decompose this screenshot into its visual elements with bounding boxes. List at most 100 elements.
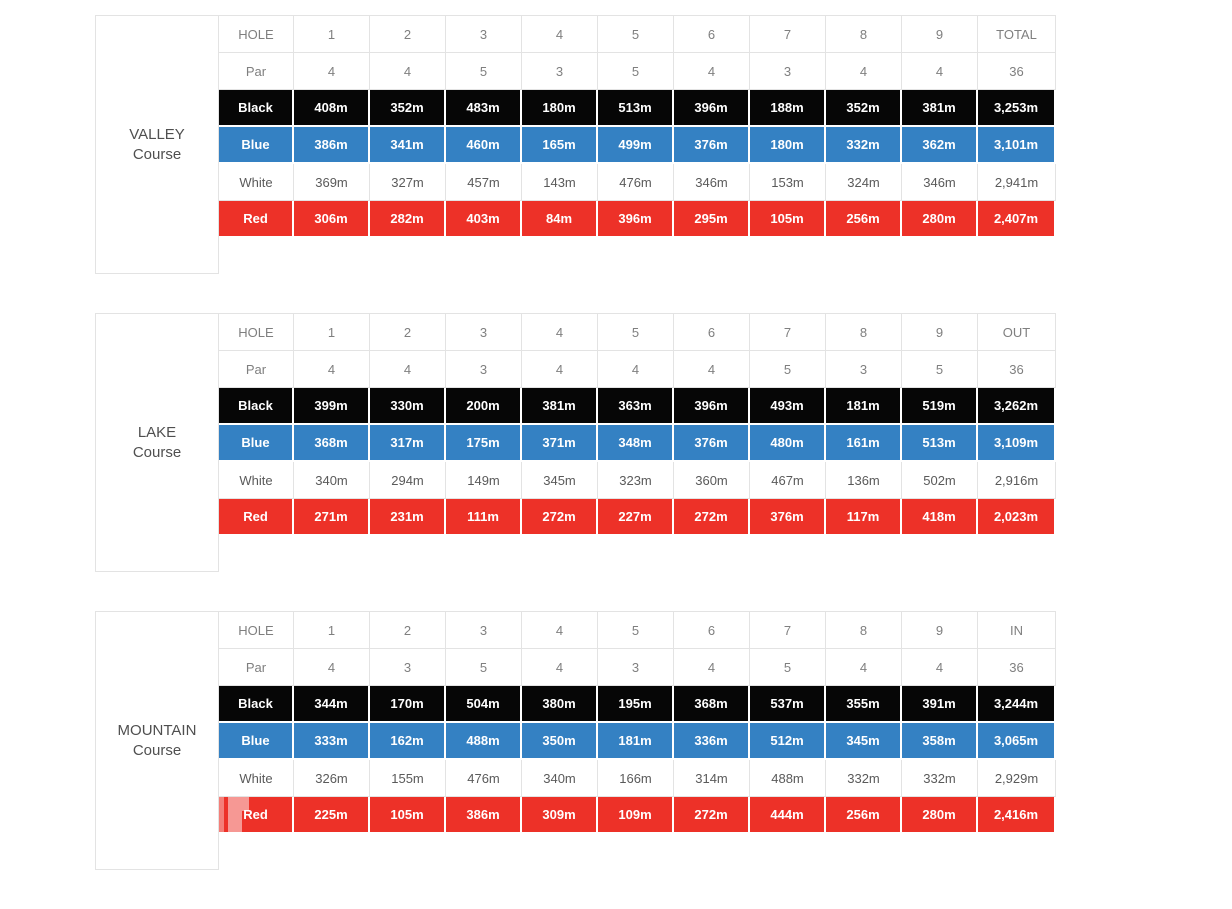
course-section-valley: VALLEY Course HOLE 1 2 3 4 5 6 7 8 9 TOTAL Par 4 4 5 3 5… [95,15,1056,274]
distance-cell: 153m [750,164,826,201]
hole-number-cell: 9 [902,612,978,649]
course-name-line2: Course [132,443,182,461]
distance-cell: 340m [294,462,370,499]
distance-cell: 181m [826,388,902,425]
par-value-cell: 3 [750,53,826,90]
tee-total-cell: 3,244m [978,686,1056,723]
tee-row-blue: Blue 368m 317m 175m 371m 348m 376m 480m 161m 513m… [219,425,1056,462]
distance-cell: 488m [446,723,522,760]
distance-cell: 380m [522,686,598,723]
tee-total-cell: 2,941m [978,164,1056,201]
course-name-line2: Course [132,741,182,759]
hole-number-cell: 7 [750,612,826,649]
distance-cell: 280m [902,797,978,834]
summary-header-cell: IN [978,612,1056,649]
par-value-cell: 4 [294,351,370,388]
hole-number-cell: 4 [522,314,598,351]
distance-cell: 195m [598,686,674,723]
distance-cell: 330m [370,388,446,425]
distance-cell: 327m [370,164,446,201]
distance-cell: 493m [750,388,826,425]
distance-cell: 488m [750,760,826,797]
hole-number-cell: 6 [674,314,750,351]
tee-label-cell: Blue [219,723,294,760]
distance-cell: 225m [294,797,370,834]
par-value-cell: 4 [826,53,902,90]
tee-total-cell: 3,109m [978,425,1056,462]
hole-number-cell: 8 [826,612,902,649]
distance-cell: 200m [446,388,522,425]
distance-cell: 513m [902,425,978,462]
par-label-cell: Par [219,53,294,90]
distance-cell: 352m [370,90,446,127]
distance-cell: 362m [902,127,978,164]
distance-cell: 376m [674,127,750,164]
distance-cell: 294m [370,462,446,499]
distance-cell: 513m [598,90,674,127]
distance-cell: 376m [750,499,826,536]
distance-cell: 355m [826,686,902,723]
distance-cell: 333m [294,723,370,760]
distance-cell: 399m [294,388,370,425]
distance-cell: 336m [674,723,750,760]
distance-cell: 323m [598,462,674,499]
par-row: Par 4 4 5 3 5 4 3 4 4 36 [219,53,1056,90]
distance-cell: 306m [294,201,370,238]
distance-cell: 280m [902,201,978,238]
scorecard-table: HOLE 1 2 3 4 5 6 7 8 9 IN Par 4 3 5 4 3 4 5 4 4 36 Black 344m 17… [219,612,1056,834]
course-name-line1: VALLEY [129,126,185,143]
scorecards-page: VALLEY Course HOLE 1 2 3 4 5 6 7 8 9 TOTAL Par 4 4 5 3 5… [95,15,1056,870]
tee-total-cell: 3,262m [978,388,1056,425]
distance-cell: 188m [750,90,826,127]
hole-number-cell: 1 [294,16,370,53]
tee-total-cell: 3,065m [978,723,1056,760]
distance-cell: 332m [826,760,902,797]
distance-cell: 282m [370,201,446,238]
distance-cell: 483m [446,90,522,127]
hole-number-cell: 9 [902,16,978,53]
distance-cell: 476m [446,760,522,797]
tee-label-cell: Black [219,388,294,425]
distance-cell: 324m [826,164,902,201]
distance-cell: 350m [522,723,598,760]
hole-number-cell: 4 [522,16,598,53]
tee-row-black: Black 399m 330m 200m 381m 363m 396m 493m 181m 519… [219,388,1056,425]
par-value-cell: 5 [750,351,826,388]
distance-cell: 105m [370,797,446,834]
hole-number-cell: 9 [902,314,978,351]
par-value-cell: 4 [522,649,598,686]
distance-cell: 408m [294,90,370,127]
hole-number-cell: 2 [370,612,446,649]
distance-cell: 386m [446,797,522,834]
distance-cell: 256m [826,201,902,238]
par-value-cell: 4 [674,53,750,90]
render-artifact [228,797,242,832]
summary-header-cell: OUT [978,314,1056,351]
tee-row-red: Red 271m 231m 111m 272m 227m 272m 376m 117m 418m 2… [219,499,1056,536]
distance-cell: 460m [446,127,522,164]
scorecard-table-wrap: HOLE 1 2 3 4 5 6 7 8 9 TOTAL Par 4 4 5 3 5 4 3 4 4 36 Black 408… [219,16,1056,274]
distance-cell: 358m [902,723,978,760]
course-name-line1: LAKE [137,424,177,441]
distance-cell: 476m [598,164,674,201]
tee-total-cell: 2,407m [978,201,1056,238]
distance-cell: 499m [598,127,674,164]
tee-row-white: White 369m 327m 457m 143m 476m 346m 153m 324m 346… [219,164,1056,201]
distance-cell: 181m [598,723,674,760]
tee-total-cell: 3,253m [978,90,1056,127]
distance-cell: 149m [446,462,522,499]
par-value-cell: 4 [370,53,446,90]
course-name: VALLEY Course [95,16,219,274]
distance-cell: 231m [370,499,446,536]
distance-cell: 396m [674,90,750,127]
distance-cell: 309m [522,797,598,834]
distance-cell: 155m [370,760,446,797]
hole-number-cell: 1 [294,612,370,649]
course-name: LAKE Course [95,314,219,572]
distance-cell: 271m [294,499,370,536]
hole-number-cell: 1 [294,314,370,351]
hole-header-cell: HOLE [219,612,294,649]
par-row: Par 4 3 5 4 3 4 5 4 4 36 [219,649,1056,686]
par-value-cell: 3 [598,649,674,686]
scorecard-table-wrap: HOLE 1 2 3 4 5 6 7 8 9 OUT Par 4 4 3 4 4 4 5 3 5 36 Black 399m 3… [219,314,1056,572]
